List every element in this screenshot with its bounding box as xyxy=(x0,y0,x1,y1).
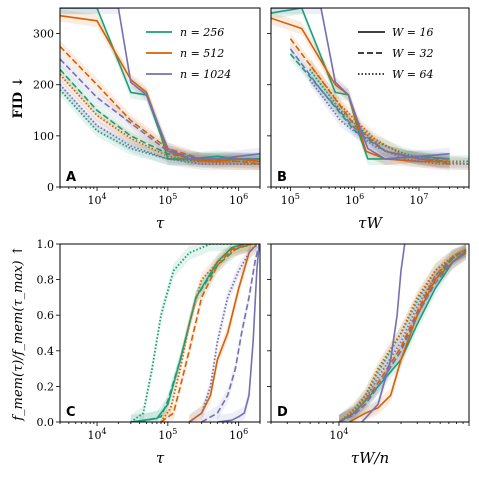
series-n512-w64 xyxy=(308,63,469,165)
y-tick-label: 0.6 xyxy=(37,309,55,322)
band-n256-w32 xyxy=(60,63,260,166)
series-n512-w32 xyxy=(338,248,467,422)
band-n256-w16 xyxy=(271,8,450,165)
panel-label: A xyxy=(66,170,76,185)
legend-w: W = 16 W = 32 W = 64 xyxy=(358,26,434,81)
band-n256-w32 xyxy=(139,244,252,422)
x-tick-label: 105 xyxy=(158,427,177,442)
series-n256-w64 xyxy=(130,244,232,422)
y-tick-label: 0.8 xyxy=(37,274,55,287)
series-n1024-w32 xyxy=(338,252,467,422)
x-tick-label: 104 xyxy=(87,192,106,207)
band-n1024-w64 xyxy=(339,244,467,422)
series-n512-w32 xyxy=(289,38,450,165)
x-axis-label: τ xyxy=(156,214,165,232)
x-tick-label: 105 xyxy=(281,192,300,207)
band-n512-w32 xyxy=(60,40,260,171)
y-tick-label: 200 xyxy=(33,79,54,92)
x-tick-label: 104 xyxy=(329,427,348,442)
band-n512-w16 xyxy=(349,245,467,422)
series-n512-w16 xyxy=(271,17,450,163)
series-n512-w16 xyxy=(60,14,260,163)
legend-label: n = 512 xyxy=(180,47,224,60)
series-n1024-w64 xyxy=(308,79,469,165)
series-n1024-w64 xyxy=(60,84,260,165)
legend-label: n = 1024 xyxy=(180,68,231,81)
y-axis-label: f_mem(τ)/f_mem(τ_max) ↑ xyxy=(11,245,26,421)
plot-area xyxy=(271,8,469,171)
series-n512-w32 xyxy=(160,244,252,422)
y-tick-label: 0 xyxy=(47,181,54,194)
band-n512-w32 xyxy=(161,244,252,422)
band-n512-w64 xyxy=(339,244,467,422)
x-tick-label: 107 xyxy=(409,192,428,207)
series-n1024-w32 xyxy=(289,48,450,160)
x-tick-label: 106 xyxy=(345,192,364,207)
series-n1024-w32 xyxy=(201,244,260,422)
plot-area xyxy=(338,244,467,422)
panel-label: D xyxy=(277,405,288,420)
legend-n: n = 256 n = 512 n = 1024 xyxy=(146,26,231,81)
panel-d: 104 DτW/n xyxy=(267,243,470,467)
panel-a: 104 105 106 0 100 200 300 Aτ FID ↓ xyxy=(11,7,261,232)
x-tick-label: 106 xyxy=(229,192,248,207)
legend-label: W = 16 xyxy=(392,26,434,39)
x-tick-label: 106 xyxy=(229,427,248,442)
axes-frame xyxy=(270,243,470,423)
axes-frame xyxy=(270,7,470,188)
x-axis-label: τW/n xyxy=(351,449,389,467)
x-tick-label: 105 xyxy=(158,192,177,207)
series-n512-w64 xyxy=(60,73,260,165)
series-n1024-w16 xyxy=(217,244,260,422)
legend-label: W = 32 xyxy=(392,47,434,60)
y-tick-label: 0.2 xyxy=(37,380,55,393)
series-n1024-w16 xyxy=(60,8,260,160)
y-axis-label: FID ↓ xyxy=(11,76,26,118)
y-tick-label: 300 xyxy=(33,28,54,41)
series-n1024-w64 xyxy=(338,250,467,422)
y-tick-label: 100 xyxy=(33,130,54,143)
plot-area xyxy=(130,244,260,422)
axes-frame xyxy=(59,7,261,188)
plot-area xyxy=(60,8,260,171)
panel-c: 104 105 106 0.0 0.2 0.4 0.6 0.8 1.0 Cτ f_mem(τ)/f_… xyxy=(11,238,261,467)
series-n512-w16 xyxy=(188,244,258,422)
series-n256-w32 xyxy=(139,244,252,422)
y-tick-label: 0.0 xyxy=(37,416,55,429)
panel-label: C xyxy=(66,405,76,420)
panel-b: 105 106 107 BτW xyxy=(267,7,470,232)
x-axis-label: τW xyxy=(358,214,383,232)
y-tick-label: 0.4 xyxy=(37,345,55,358)
x-axis-label: τ xyxy=(156,449,165,467)
band-n256-w64 xyxy=(339,244,467,422)
series-n1024-w16 xyxy=(271,8,450,160)
series-n512-w64 xyxy=(160,244,254,422)
x-tick-label: 104 xyxy=(87,427,106,442)
legend-label: W = 64 xyxy=(392,68,434,81)
panel-label: B xyxy=(277,170,287,185)
y-tick-label: 1.0 xyxy=(37,238,55,251)
series-n512-w64 xyxy=(338,248,467,422)
legend-label: n = 256 xyxy=(180,26,224,39)
axes-frame xyxy=(59,243,261,423)
band-n512-w16 xyxy=(189,244,257,422)
band-n512-w16 xyxy=(60,9,260,168)
series-n1024-w16 xyxy=(361,244,406,422)
